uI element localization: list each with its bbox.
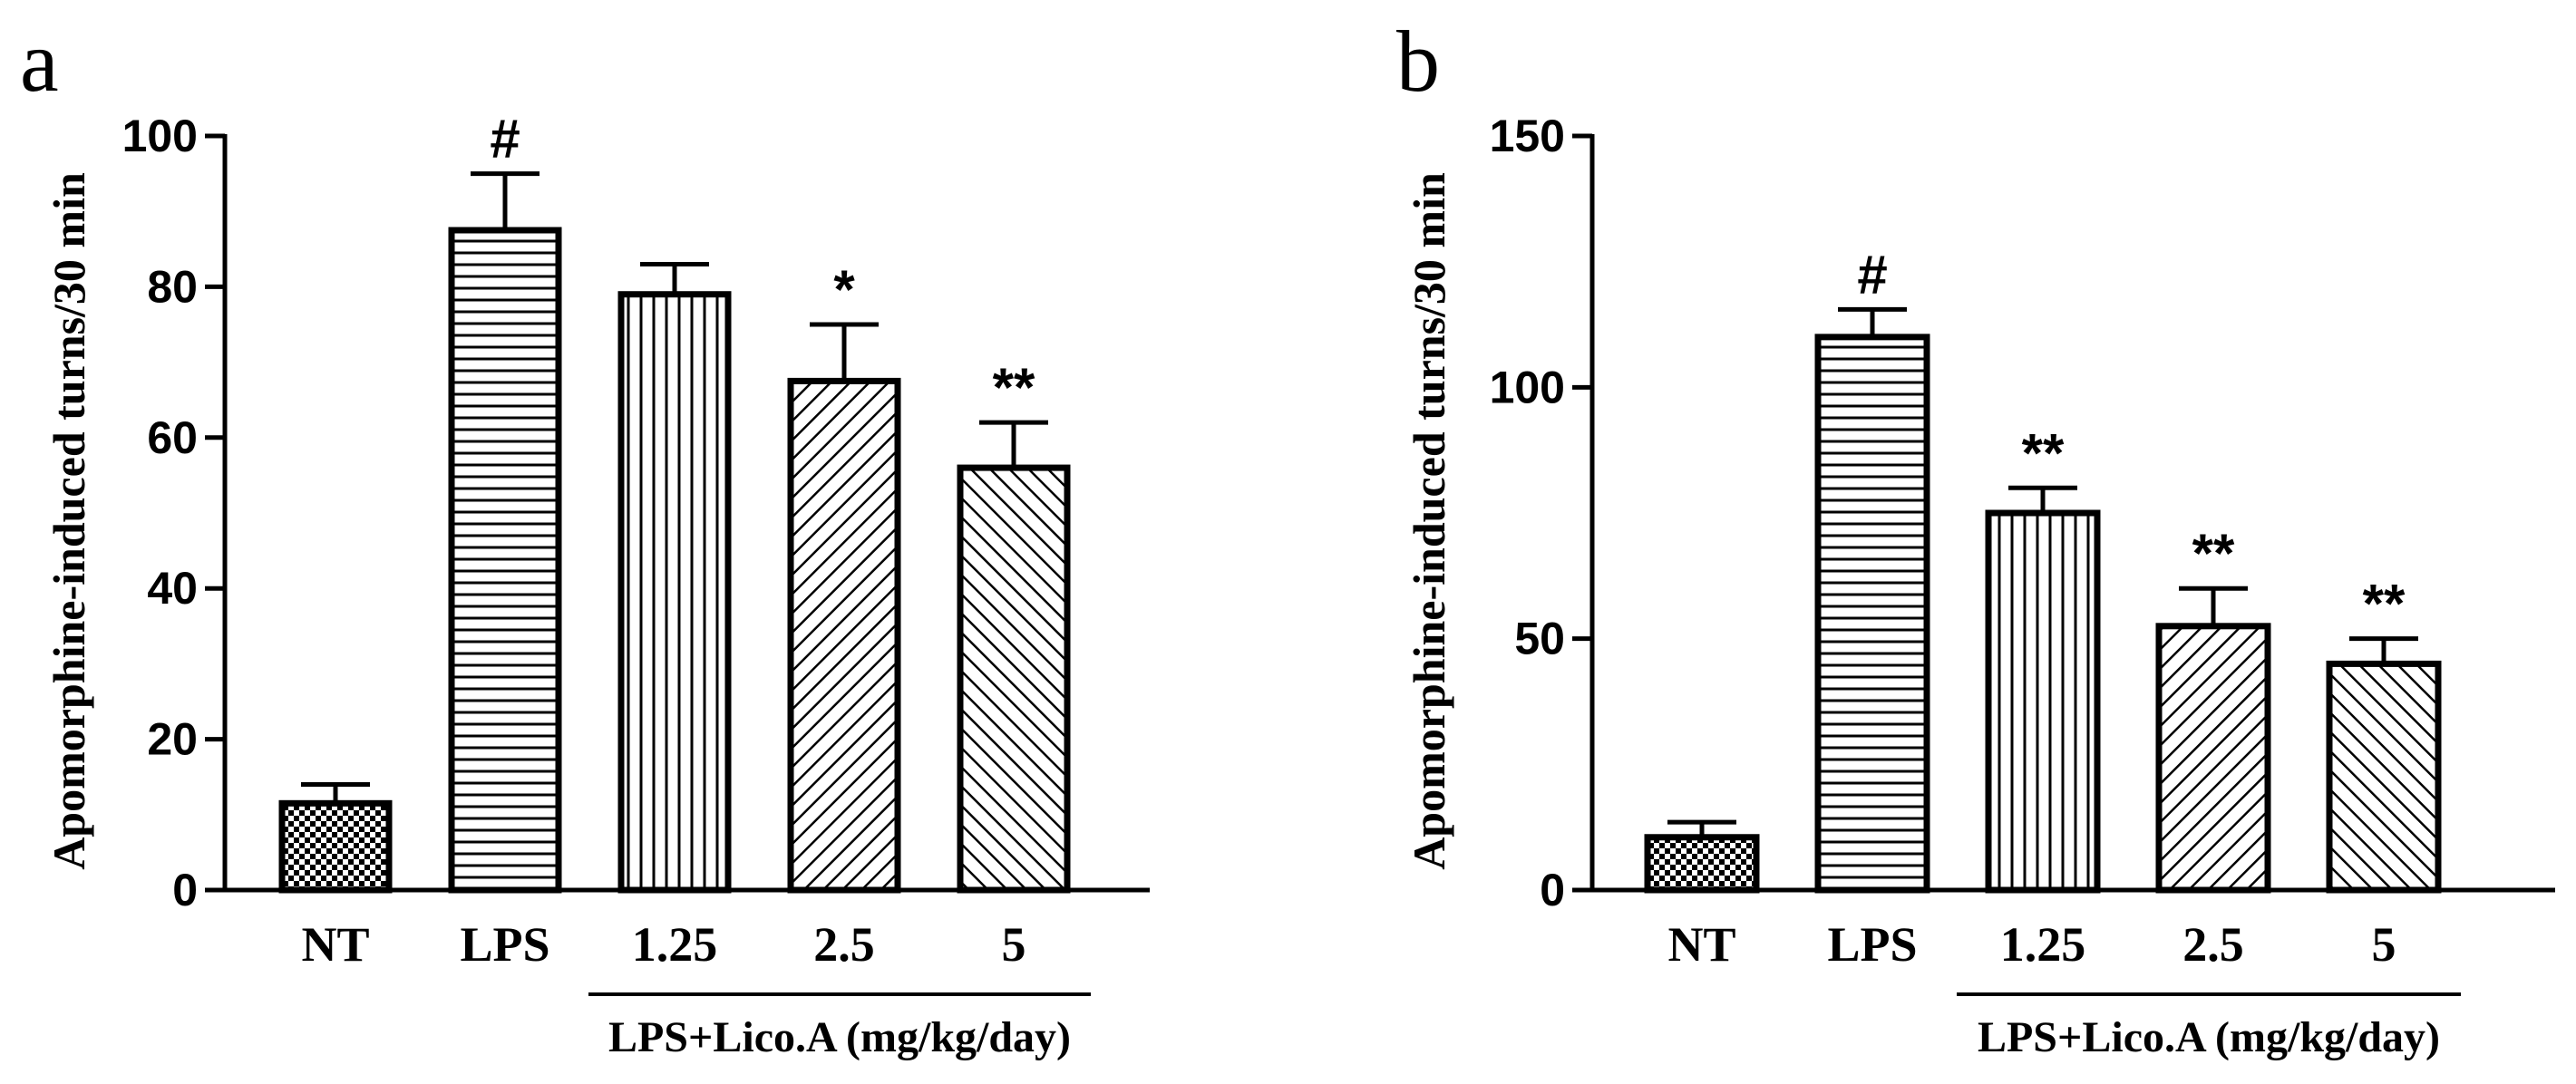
y-tick-label: 100 bbox=[122, 111, 198, 161]
category-label: LPS bbox=[460, 917, 549, 972]
bar-1.25 bbox=[1985, 509, 2101, 894]
bar-NT bbox=[278, 799, 393, 894]
significance-markers: #*** bbox=[490, 109, 1035, 419]
y-tick-label: 0 bbox=[1540, 865, 1565, 915]
error-bars bbox=[301, 171, 1048, 804]
category-label: NT bbox=[301, 917, 369, 972]
y-axis-ticks: 0 20 40 60 80 100 bbox=[122, 111, 225, 915]
significance-marker: # bbox=[490, 109, 520, 169]
panel-letter-b: b bbox=[1396, 13, 1440, 110]
category-label: 2.5 bbox=[2182, 917, 2244, 972]
x-axis-categories: NT LPS 1.25 2.5 5 bbox=[1667, 917, 2396, 972]
significance-marker: ** bbox=[993, 357, 1035, 418]
bar-NT bbox=[1644, 834, 1760, 894]
group-label: LPS+Lico.A (mg/kg/day) bbox=[1978, 1013, 2440, 1061]
bar-2.5 bbox=[2155, 623, 2271, 894]
y-tick-label: 0 bbox=[172, 865, 198, 915]
y-tick-label: 80 bbox=[147, 261, 198, 312]
category-label: NT bbox=[1667, 917, 1735, 972]
bar-5 bbox=[957, 464, 1071, 894]
group-label: LPS+Lico.A (mg/kg/day) bbox=[608, 1013, 1071, 1061]
y-tick-label: 100 bbox=[1490, 362, 1565, 412]
y-axis-label: Apomorphine-induced turns/30 min bbox=[1404, 172, 1454, 870]
panel-a: a Apomorphine-induced turns/30 min 0 20 40… bbox=[20, 13, 1150, 1061]
y-tick-label: 50 bbox=[1514, 614, 1565, 664]
panel-letter-a: a bbox=[20, 13, 59, 110]
y-tick-label: 150 bbox=[1490, 111, 1565, 161]
y-axis-label: Apomorphine-induced turns/30 min bbox=[44, 172, 94, 870]
bar-2.5 bbox=[787, 377, 901, 894]
bar-LPS bbox=[448, 227, 562, 894]
category-label: 2.5 bbox=[813, 917, 875, 972]
x-axis-categories: NT LPS 1.25 2.5 5 bbox=[301, 917, 1026, 972]
bars bbox=[278, 227, 1071, 894]
category-label: LPS bbox=[1827, 917, 1917, 972]
bar-LPS bbox=[1814, 334, 1930, 894]
y-tick-label: 20 bbox=[147, 714, 198, 765]
category-label: 5 bbox=[2372, 917, 2396, 972]
bar-1.25 bbox=[617, 291, 732, 894]
significance-marker: * bbox=[833, 259, 855, 320]
bar-5 bbox=[2326, 660, 2442, 894]
panel-b: b Apomorphine-induced turns/30 min 0 50 10… bbox=[1396, 13, 2555, 1061]
error-bars bbox=[1667, 306, 2418, 837]
y-tick-label: 40 bbox=[147, 563, 198, 614]
bars bbox=[1644, 334, 2442, 894]
significance-markers: # ** ** ** bbox=[1857, 244, 2406, 634]
significance-marker: ** bbox=[2192, 523, 2235, 584]
y-tick-label: 60 bbox=[147, 412, 198, 463]
category-label: 5 bbox=[1002, 917, 1026, 972]
significance-marker: # bbox=[1857, 244, 1887, 305]
significance-marker: ** bbox=[2022, 422, 2065, 483]
significance-marker: ** bbox=[2363, 574, 2406, 634]
category-label: 1.25 bbox=[632, 917, 718, 972]
category-label: 1.25 bbox=[2000, 917, 2086, 972]
y-axis-ticks: 0 50 100 150 bbox=[1490, 111, 1592, 915]
